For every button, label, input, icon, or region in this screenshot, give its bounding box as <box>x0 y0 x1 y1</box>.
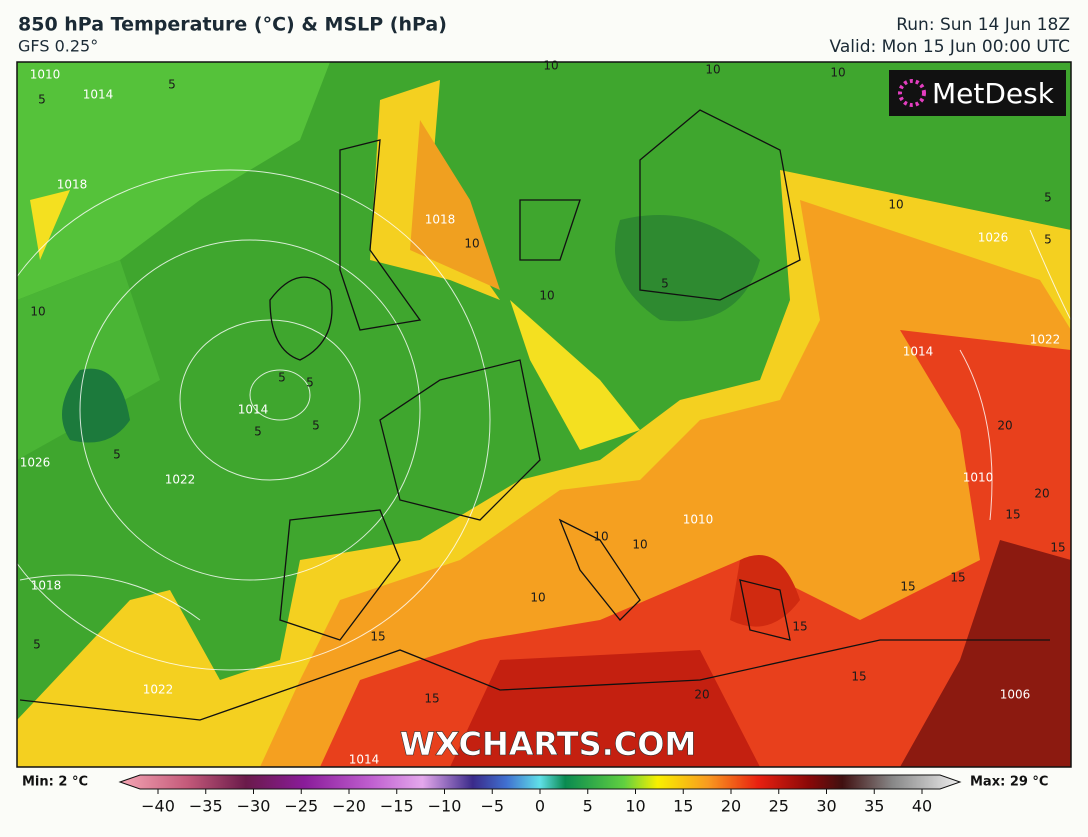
contour-label: 10 <box>530 591 545 605</box>
map <box>17 62 1071 767</box>
contour-label: 5 <box>312 419 320 433</box>
subtitle: GFS 0.25° <box>18 37 98 56</box>
contour-label: 1022 <box>165 473 196 487</box>
valid-time: Valid: Mon 15 Jun 00:00 UTC <box>830 37 1070 57</box>
colorbar-tick-label: 0 <box>535 797 545 816</box>
contour-label: 15 <box>424 692 439 706</box>
contour-label: 10 <box>30 305 45 319</box>
contour-label: 15 <box>851 670 866 684</box>
colorbar-tick-label: 5 <box>583 797 593 816</box>
contour-label: 1022 <box>143 683 174 697</box>
contour-label: 15 <box>370 630 385 644</box>
contour-label: 10 <box>830 66 845 80</box>
contour-label: 5 <box>168 78 176 92</box>
max-label: Max: 29 °C <box>970 775 1048 790</box>
colorbar-tick-label: −30 <box>237 797 271 816</box>
contour-label: 1018 <box>57 178 88 192</box>
logo: MetDesk <box>932 77 1055 110</box>
colorbar-tick-label: −35 <box>189 797 223 816</box>
colorbar-tick-label: 10 <box>625 797 645 816</box>
contour-label: 1026 <box>978 231 1009 245</box>
map-frame <box>16 61 1072 768</box>
contour-label: 1014 <box>238 403 269 417</box>
contour-label: 5 <box>1044 233 1052 247</box>
colorbar-tick-label: −40 <box>141 797 175 816</box>
contour-label: 10 <box>543 59 558 73</box>
colorbar-ticks: −40 −35 −30 −25 −20 −15 −10 −5 0 5 10 15 20 25 30 35 40 <box>141 789 932 816</box>
contour-label: 5 <box>38 93 46 107</box>
watermark: WXCHARTS.COM <box>400 725 697 763</box>
contour-label: 5 <box>113 448 121 462</box>
contour-label: 1010 <box>683 513 714 527</box>
contour-label: 5 <box>1044 191 1052 205</box>
contour-label: 5 <box>661 277 669 291</box>
contour-label: 5 <box>306 376 314 390</box>
contour-label: 15 <box>1005 508 1020 522</box>
contour-label: 5 <box>254 425 262 439</box>
contour-label: 10 <box>888 198 903 212</box>
contour-label: 15 <box>1050 541 1065 555</box>
colorbar-tick-label: −15 <box>380 797 414 816</box>
contour-label: 10 <box>705 63 720 77</box>
contour-label: 1014 <box>903 345 934 359</box>
contour-label: 1018 <box>31 579 62 593</box>
colorbar-tick-label: −10 <box>428 797 462 816</box>
contour-label: 10 <box>539 289 554 303</box>
contour-label: 1010 <box>963 471 994 485</box>
contour-labels: 10 10 101010101455101810181010102655101051… <box>20 59 1066 767</box>
contour-label: 1014 <box>83 88 114 102</box>
colorbar-tick-label: 35 <box>864 797 884 816</box>
colorbar-tick-label: 25 <box>769 797 789 816</box>
logo-icon <box>898 79 926 107</box>
contour-label: 5 <box>278 371 286 385</box>
colorbar <box>118 774 962 790</box>
colorbar-tick-label: −5 <box>480 797 504 816</box>
contour-label: 1014 <box>349 753 380 767</box>
contour-label: 5 <box>33 638 41 652</box>
contour-label: 15 <box>950 571 965 585</box>
run-time: Run: Sun 14 Jun 18Z <box>896 15 1070 35</box>
title: 850 hPa Temperature (°C) & MSLP (hPa) <box>18 14 447 36</box>
colorbar-tick-label: 15 <box>673 797 693 816</box>
colorbar-tick-label: 40 <box>912 797 932 816</box>
colorbar-tick-label: 20 <box>721 797 741 816</box>
colorbar-tick-label: −25 <box>284 797 318 816</box>
colorbar-tick-label: −20 <box>332 797 366 816</box>
contour-label: 10 <box>593 530 608 544</box>
contour-label: 1026 <box>20 456 51 470</box>
contour-label: 20 <box>694 688 709 702</box>
contour-label: 1018 <box>425 213 456 227</box>
logo-box <box>889 70 1066 116</box>
colorbar-tick-label: 30 <box>816 797 836 816</box>
contour-label: 10 <box>632 538 647 552</box>
min-label: Min: 2 °C <box>22 775 88 790</box>
contour-label: 15 <box>792 620 807 634</box>
contour-label: 10 <box>464 237 479 251</box>
contour-label: 1006 <box>1000 688 1031 702</box>
contour-label: 20 <box>997 419 1012 433</box>
contour-label: 20 <box>1034 487 1049 501</box>
contour-label: 15 <box>900 580 915 594</box>
contour-label: 1010 <box>30 68 61 82</box>
contour-label: 1022 <box>1030 333 1061 347</box>
